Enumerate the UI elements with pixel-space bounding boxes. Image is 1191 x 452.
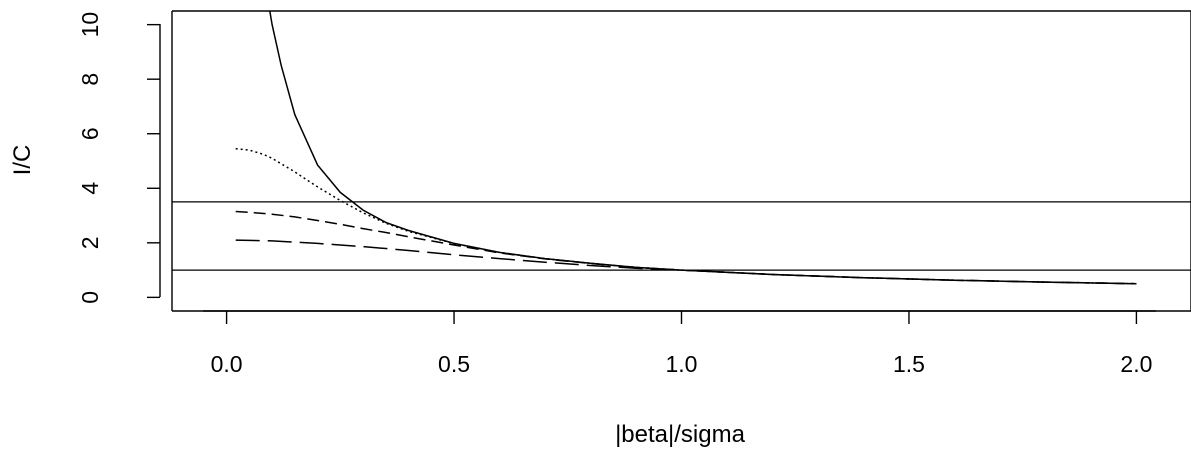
x-tick-label-4: 2.0 [1120,351,1152,377]
x-ticks: 0.0 0.5 1.0 1.5 2.0 [211,311,1152,377]
y-axis-title: I/C [9,145,36,176]
y-tick-label-1: 2 [77,236,103,249]
y-tick-label-3: 6 [77,127,103,140]
series-line-4 [235,239,1137,285]
y-ticks: 0 2 4 6 8 10 [77,12,160,304]
reference-lines [172,201,1191,271]
y-tick-label-2: 4 [77,182,103,195]
y-tick-label-5: 10 [77,12,103,38]
x-tick-label-1: 0.5 [438,351,470,377]
x-tick-label-0: 0.0 [211,351,243,377]
y-tick-label-0: 0 [77,291,103,304]
x-tick-label-2: 1.0 [666,351,698,377]
series-line-2 [235,147,1137,285]
y-tick-label-4: 8 [77,73,103,86]
x-axis-title: |beta|/sigma [615,421,746,448]
x-tick-label-3: 1.5 [893,351,925,377]
series-group [235,10,1137,285]
series-line-1 [269,10,1137,285]
